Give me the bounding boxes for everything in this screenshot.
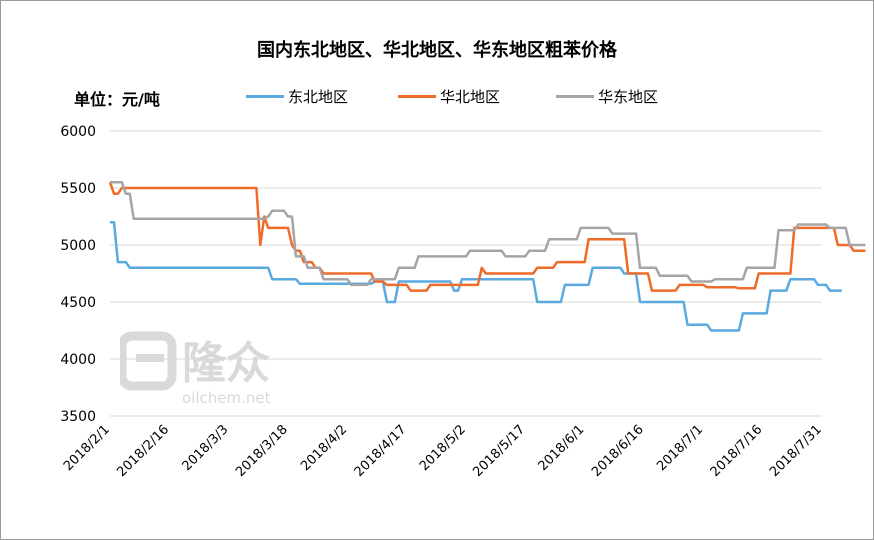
x-tick-label-8: 2018/6/1 [536,422,588,474]
legend-label-series-2: 华北地区 [440,88,501,106]
watermark-brand-text: 隆众 [182,338,270,389]
y-tick-label-0: 3500 [60,409,96,425]
legend-swatch-series-2 [398,95,436,98]
series-line-2 [108,181,866,292]
x-tick-label-1: 2018/2/16 [114,422,172,480]
x-tick-label-9: 2018/6/16 [589,422,647,480]
x-tick-label-0: 2018/2/1 [61,422,113,474]
x-tick-label-3: 2018/3/18 [233,422,291,480]
x-tick-label-10: 2018/7/1 [654,422,706,474]
x-tick-label-2: 2018/3/3 [180,422,232,474]
x-tick-label-4: 2018/4/2 [298,422,350,474]
y-tick-label-2: 4500 [60,295,96,311]
series-line-3 [110,181,866,287]
y-tick-label-1: 4000 [60,352,96,368]
legend-swatch-series-3 [556,95,594,98]
oilchem-watermark-logo: 隆众 oilchem.net [120,331,271,407]
unit-label: 单位：元/吨 [74,90,160,109]
x-tick-label-11: 2018/7/16 [708,422,766,480]
x-tick-label-6: 2018/5/2 [417,422,469,474]
x-tick-label-12: 2018/7/31 [767,422,825,480]
y-tick-label-5: 6000 [60,124,96,140]
legend-swatch-series-1 [246,95,284,98]
series-line-1 [110,220,842,332]
watermark-site-text: oilchem.net [182,389,271,407]
legend-label-series-1: 东北地区 [288,88,349,106]
x-tick-label-5: 2018/4/17 [352,422,410,480]
y-tick-label-3: 5000 [60,238,96,254]
x-tick-label-7: 2018/5/17 [470,422,528,480]
legend-label-series-3: 华东地区 [598,88,659,106]
y-tick-label-4: 5500 [60,181,96,197]
chart-title: 国内东北地区、华北地区、华东地区粗苯价格 [257,40,617,61]
